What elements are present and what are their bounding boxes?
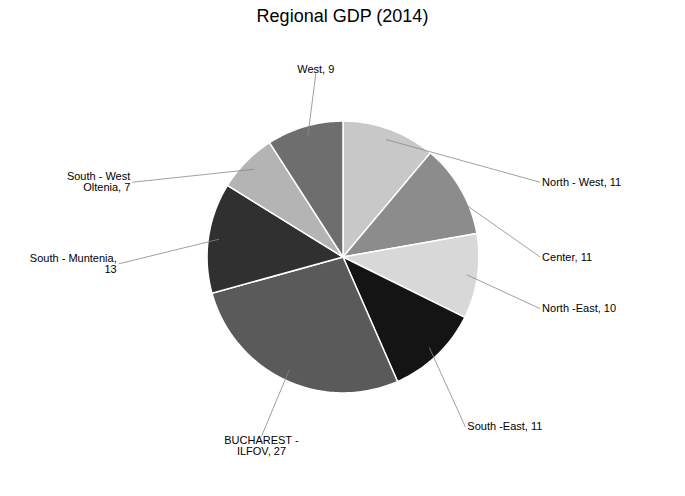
svg-text:South - Muntenia,13: South - Muntenia,13 [30, 252, 117, 275]
svg-text:South -East, 11: South -East, 11 [467, 420, 542, 432]
svg-text:South - WestOltenia, 7: South - WestOltenia, 7 [67, 170, 130, 193]
svg-text:West, 9: West, 9 [297, 63, 334, 75]
svg-text:North - West, 11: North - West, 11 [542, 176, 621, 188]
svg-text:Center, 11: Center, 11 [542, 251, 592, 263]
svg-text:North -East, 10: North -East, 10 [542, 302, 616, 314]
svg-text:BUCHAREST -ILFOV, 27: BUCHAREST -ILFOV, 27 [224, 434, 299, 457]
html-text:Regional GDP (2014): Regional GDP (2014) [256, 6, 429, 26]
